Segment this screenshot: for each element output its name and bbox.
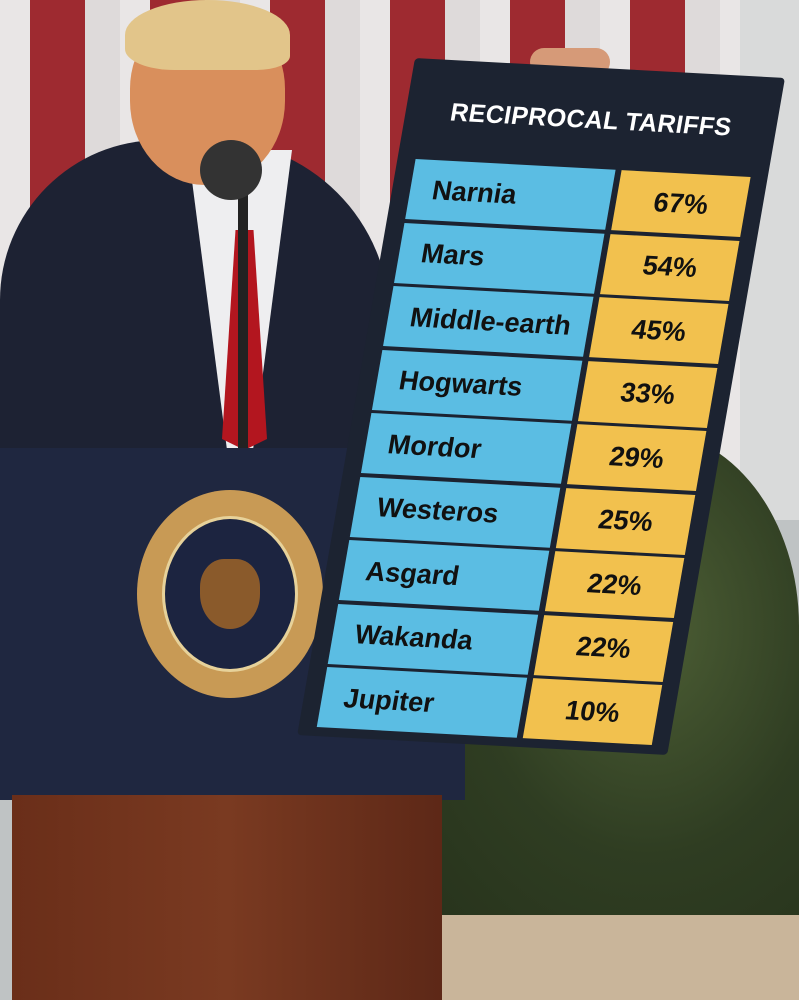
tariff-rate: 10% — [522, 678, 663, 746]
tariff-rate: 22% — [544, 551, 685, 619]
tariff-rate: 54% — [600, 233, 740, 301]
microphone-icon — [200, 140, 262, 200]
country-name: Mars — [394, 222, 605, 294]
seal-center — [162, 516, 298, 672]
country-name: Narnia — [405, 158, 616, 230]
presidential-seal — [137, 490, 323, 698]
country-name: Wakanda — [327, 603, 539, 675]
country-name: Mordor — [360, 412, 572, 484]
country-name: Jupiter — [316, 666, 528, 738]
country-name: Asgard — [338, 539, 550, 611]
tariff-rate: 29% — [566, 424, 707, 492]
podium-wood-base — [12, 795, 442, 1000]
microphone-stand — [238, 195, 248, 455]
country-name: Middle-earth — [383, 285, 594, 357]
tariff-rate: 22% — [533, 614, 674, 682]
speaker-hair — [125, 0, 290, 70]
ground — [400, 915, 799, 1000]
tariff-rate: 45% — [589, 297, 729, 365]
tariff-rate: 67% — [611, 170, 751, 238]
sign-title: RECIPROCAL TARIFFS — [448, 98, 734, 142]
country-name: Westeros — [349, 476, 561, 548]
tariff-rate: 33% — [578, 360, 718, 428]
country-name: Hogwarts — [372, 349, 583, 421]
eagle-icon — [200, 559, 260, 629]
tariff-rate: 25% — [555, 487, 696, 555]
